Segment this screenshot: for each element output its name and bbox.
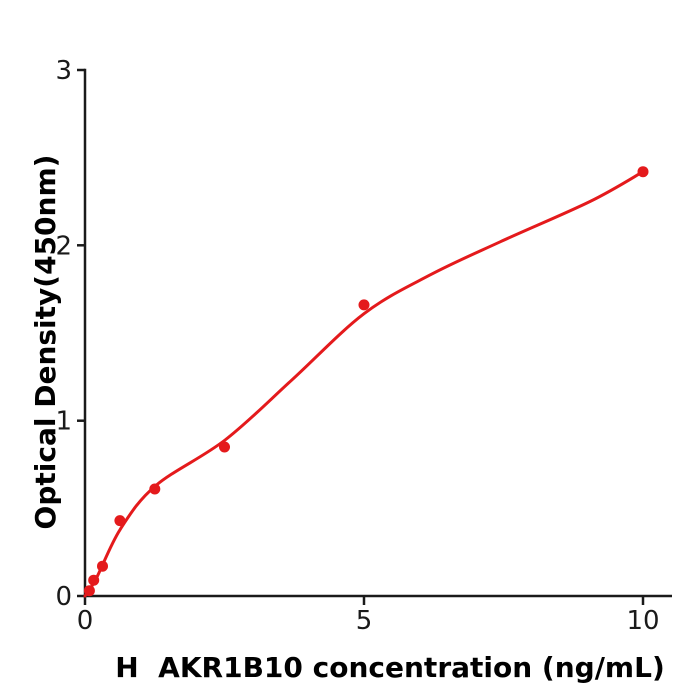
data-point [637,166,649,178]
data-point [83,585,95,597]
x-tick-label: 5 [356,606,373,636]
y-tick-label: 3 [55,56,72,86]
axes-layer [83,68,672,598]
y-tick-label: 1 [55,407,72,437]
x-tick-label: 10 [626,606,659,636]
y-tick-label: 0 [55,582,72,612]
x-axis-title: H AKR1B10 concentration (ng/mL) [115,651,665,684]
data-point [114,515,126,527]
series-layer [83,166,649,598]
data-point [149,483,161,495]
data-point [88,574,100,586]
y-axis-title: Optical Density(450nm) [29,154,62,530]
data-point [97,560,108,572]
x-tick-label: 0 [77,606,94,636]
data-point [219,441,230,453]
tick-layer: 0 1 2 3 0 5 10 [55,56,659,636]
y-tick-label: 2 [55,231,72,261]
data-point [358,299,370,311]
fit-curve-line [83,170,645,598]
